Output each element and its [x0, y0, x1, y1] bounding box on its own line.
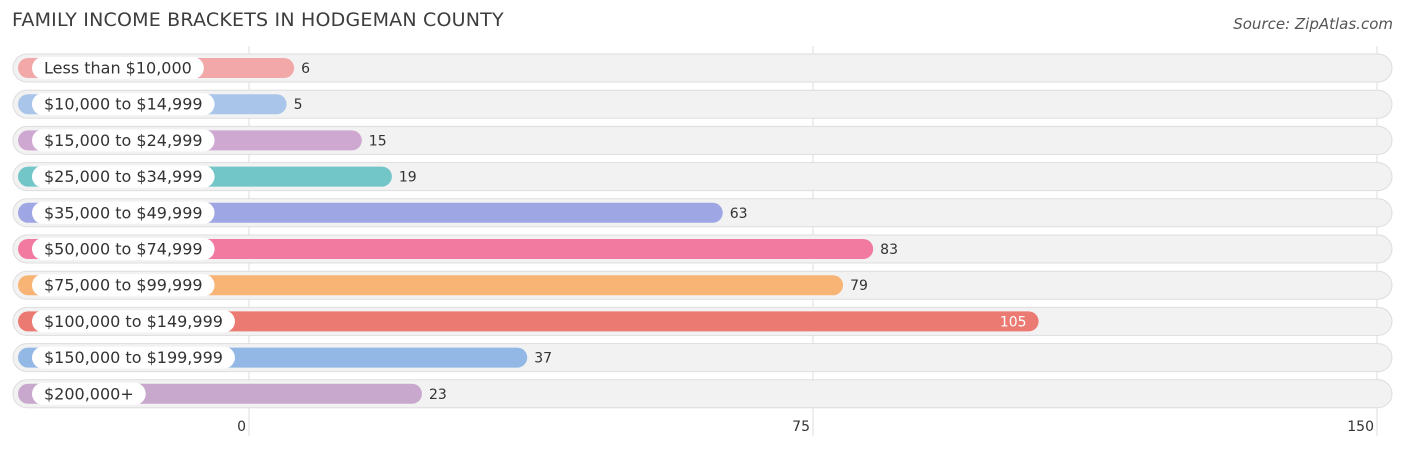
category-label: $10,000 to $14,999: [44, 95, 203, 114]
chart-title: FAMILY INCOME BRACKETS IN HODGEMAN COUNT…: [12, 9, 504, 31]
category-label: $100,000 to $149,999: [44, 312, 223, 331]
category-label-pill: [32, 129, 215, 152]
category-label: $50,000 to $74,999: [44, 240, 203, 259]
value-label: 83: [880, 242, 898, 258]
tick-label: 75: [792, 419, 810, 435]
category-label-pill: [32, 274, 215, 297]
value-label: 23: [429, 387, 447, 403]
category-label-pill: [32, 238, 215, 260]
category-label: $75,000 to $99,999: [44, 276, 203, 295]
bar[interactable]: [18, 239, 874, 259]
category-label-pill: [32, 93, 215, 116]
category-label: $25,000 to $34,999: [44, 167, 203, 186]
category-label-pill: [32, 382, 146, 405]
bar-row: $100,000 to $149,999 105: [12, 306, 1393, 336]
bar-row: $200,000+ 23: [12, 379, 1393, 409]
category-label: $35,000 to $49,999: [44, 203, 203, 222]
tick-label: 0: [237, 419, 246, 435]
value-label: 37: [534, 351, 552, 367]
source-credit: Source: ZipAtlas.com: [1233, 15, 1393, 33]
bar[interactable]: [18, 311, 1039, 332]
category-label: $200,000+: [44, 384, 134, 403]
bar-row: $25,000 to $34,999 19: [12, 162, 1393, 192]
value-label: 79: [850, 278, 868, 294]
bar-row: $75,000 to $99,999 79: [12, 270, 1393, 300]
bar-row: $10,000 to $14,999 5: [12, 89, 1393, 119]
bar-row: $15,000 to $24,999 15: [12, 125, 1393, 155]
category-label: $150,000 to $199,999: [44, 348, 223, 367]
bar-track: [12, 89, 1393, 119]
bar-row: $150,000 to $199,999 37: [12, 343, 1393, 373]
bar-rows: Less than $10,000 6 $10,000 to $14,999 5 $15…: [12, 53, 1393, 409]
category-label-pill: [32, 310, 235, 333]
tick-label: 150: [1347, 419, 1374, 435]
value-label: 5: [294, 97, 303, 113]
bar-row: $50,000 to $74,999 83: [12, 234, 1393, 264]
value-label: 19: [399, 170, 417, 186]
bar-row: Less than $10,000 6: [12, 53, 1393, 83]
value-label: 105: [1000, 314, 1027, 330]
value-label: 15: [369, 133, 387, 149]
category-label: Less than $10,000: [44, 59, 192, 78]
category-label-pill: [32, 346, 235, 369]
value-label: 6: [301, 61, 310, 77]
category-label: $15,000 to $24,999: [44, 131, 203, 150]
category-label-pill: [32, 165, 215, 188]
bar-track: [12, 53, 1393, 83]
x-axis-ticks: 0 75 150: [237, 419, 1374, 435]
bar[interactable]: [18, 275, 844, 296]
category-label-pill: [32, 201, 215, 224]
bar-row: $35,000 to $49,999 63: [12, 198, 1393, 228]
value-label: 63: [730, 206, 748, 222]
category-label-pill: [32, 57, 204, 79]
